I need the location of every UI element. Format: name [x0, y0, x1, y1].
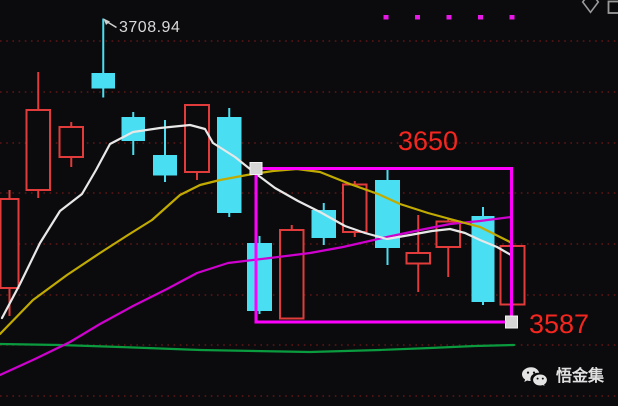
candle-body — [247, 243, 272, 311]
ma-green — [0, 342, 516, 354]
candle-body — [58, 126, 84, 158]
box-handle-bottom-right[interactable] — [505, 315, 518, 329]
candle-14-up — [405, 215, 431, 292]
gridlines — [0, 40, 618, 397]
candle-8-down — [217, 108, 242, 217]
candle-5-down — [121, 112, 145, 155]
wechat-icon — [522, 367, 548, 388]
candle-1-up — [0, 190, 20, 316]
candle-body — [279, 229, 305, 320]
candle-body — [405, 252, 431, 265]
peak-price-label: 3708.94 — [119, 19, 181, 36]
annotation-box[interactable] — [254, 167, 513, 324]
dot-marker — [415, 15, 420, 20]
candle-10-up — [279, 225, 305, 320]
watermark: 悟金集 — [521, 366, 604, 388]
candle-body — [91, 73, 115, 89]
candle-body — [342, 183, 368, 233]
candle-16-down — [471, 207, 495, 305]
dot-marker — [509, 15, 515, 20]
watermark-text: 悟金集 — [556, 368, 605, 385]
candle-body — [25, 109, 51, 191]
candle-3-up — [58, 122, 84, 167]
peak-arrow — [103, 18, 117, 29]
candle-body — [217, 117, 242, 213]
box-bottom-price-label: 3587 — [529, 309, 590, 339]
candle-6-down — [153, 120, 177, 182]
drawn-rectangle-annotation[interactable] — [249, 162, 518, 329]
rect-tool-icon[interactable] — [607, 0, 618, 14]
dot-marker — [446, 15, 452, 20]
candles — [0, 18, 526, 320]
box-top-price-label: 3650 — [398, 126, 459, 156]
candle-body — [184, 104, 210, 173]
candle-2-up — [25, 72, 51, 198]
candle-15-up — [435, 218, 461, 277]
ma-magenta — [0, 215, 513, 377]
box-handle-top-left[interactable] — [249, 162, 263, 175]
candle-body — [471, 216, 495, 302]
diamond-tool-icon[interactable] — [581, 0, 600, 14]
candle-4-down — [91, 18, 115, 98]
candle-body — [435, 220, 461, 248]
dot-marker — [478, 15, 483, 20]
candle-12-up — [342, 181, 368, 237]
arrow-head — [103, 18, 110, 25]
dots-row — [383, 15, 515, 20]
candle-9-down — [247, 236, 272, 314]
dot-marker — [383, 15, 389, 20]
candle-7-up — [184, 104, 210, 180]
candle-body — [0, 198, 20, 289]
candle-body — [153, 155, 177, 176]
toolbar-icons — [581, 0, 618, 14]
candle-13-down — [375, 170, 400, 265]
